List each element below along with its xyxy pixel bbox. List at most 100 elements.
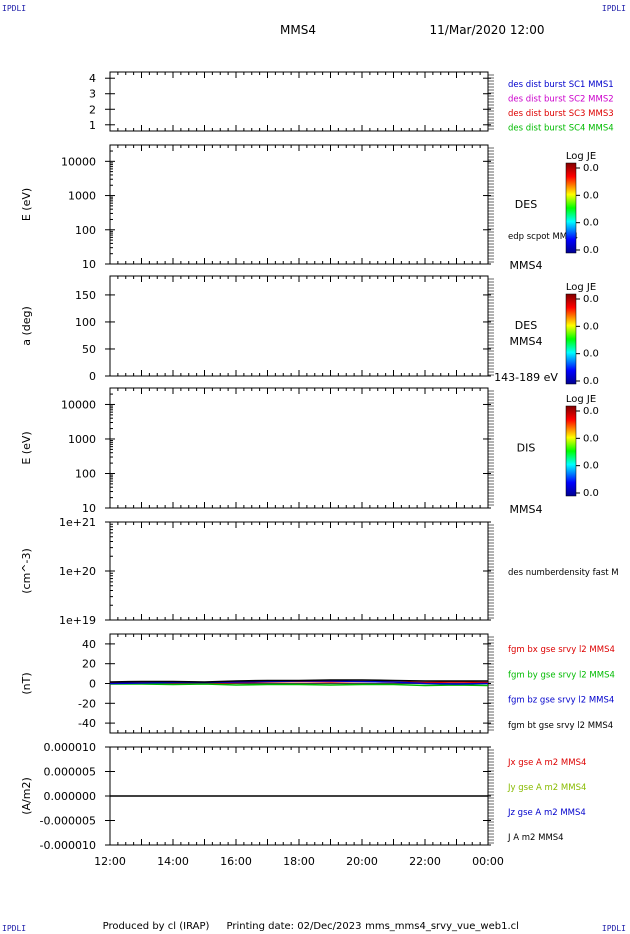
y-tick-label: 0 — [89, 678, 96, 691]
y-tick-label: 1e+19 — [59, 614, 96, 627]
colorbar-tick-label: 0.0 — [583, 349, 599, 360]
panel-frame — [109, 144, 489, 265]
y-tick-label: 150 — [75, 289, 96, 302]
instrument-label: DES — [515, 198, 537, 211]
y-tick-label: 1 — [89, 119, 96, 132]
corner-label-top-right: IPDLI — [601, 4, 626, 13]
y-tick-label: 0 — [89, 370, 96, 383]
y-tick-label: 2 — [89, 103, 96, 116]
y-tick-label: 0.000005 — [44, 766, 97, 779]
legend-entry: Jx gse A m2 MMS4 — [507, 758, 586, 768]
x-tick-label: 18:00 — [283, 855, 315, 868]
legend-entry: des dist burst SC3 MMS3 — [508, 109, 614, 119]
x-tick-label: 00:00 — [472, 855, 504, 868]
colorbar-tick-label: 0.0 — [583, 376, 599, 387]
legend-entry: des numberdensity fast M — [508, 568, 619, 578]
spacecraft-title: MMS4 — [280, 23, 316, 37]
y-tick-label: 20 — [82, 658, 96, 671]
colorbar-tick-label: 0.0 — [583, 163, 599, 174]
datetime-title: 11/Mar/2020 12:00 — [430, 23, 545, 37]
x-tick-label: 16:00 — [220, 855, 252, 868]
legend-entry: fgm bx gse srvy l2 MMS4 — [508, 645, 615, 655]
legend-entry: J A m2 MMS4 — [507, 833, 564, 843]
colorbar-tick-label: 0.0 — [583, 461, 599, 472]
colorbar-tick-label: 0.0 — [583, 294, 599, 305]
corner-label-bottom-left: IPDLI — [2, 924, 27, 933]
y-tick-label: 10000 — [61, 398, 96, 411]
bottom-note: MMS4 — [510, 259, 543, 272]
legend-entry: des dist burst SC4 MMS4 — [508, 124, 614, 134]
x-tick-label: 22:00 — [409, 855, 441, 868]
y-tick-label: 100 — [75, 224, 96, 237]
bottom-note: 143-189 eV — [494, 371, 558, 384]
colorbar-title: Log JE — [566, 394, 596, 405]
y-tick-label: 4 — [89, 72, 96, 85]
instrument-label: DIS — [517, 442, 536, 455]
colorbar-title: Log JE — [566, 151, 596, 162]
corner-label-top-left: IPDLI — [2, 4, 27, 13]
right-note: MMS4 — [510, 335, 543, 348]
legend-entry: des dist burst SC2 MMS2 — [508, 95, 614, 105]
panel-frame — [109, 71, 489, 132]
y-tick-label: 10 — [82, 258, 96, 271]
colorbar — [565, 162, 577, 254]
colorbar-tick-label: 0.0 — [583, 406, 599, 417]
y-tick-label: -0.000005 — [40, 815, 96, 828]
y-tick-label: 100 — [75, 467, 96, 480]
x-tick-label: 12:00 — [94, 855, 126, 868]
y-tick-label: 1000 — [68, 433, 96, 446]
colorbar — [565, 293, 577, 385]
panel-2: 10000 1000 100 10 E (eV) DES edp scpot MMS4 MMS… — [20, 144, 599, 272]
panel-frame — [109, 521, 489, 621]
colorbar-tick-label: 0.0 — [583, 321, 599, 332]
y-tick-label: 1e+21 — [59, 516, 96, 529]
panel-7: 0.000010 0.000005 0.000000 -0.000005 -0.0000… — [20, 741, 586, 868]
colorbar-title: Log JE — [566, 282, 596, 293]
y-axis-label: (cm^-3) — [20, 548, 33, 594]
x-tick-label: 14:00 — [157, 855, 189, 868]
bottom-note: MMS4 — [510, 503, 543, 516]
legend-entry: Jz gse A m2 MMS4 — [507, 808, 586, 818]
y-tick-label: 0.000010 — [44, 741, 97, 754]
y-axis-label: E (eV) — [20, 188, 33, 221]
footer-produced-by: Produced by cl (IRAP) — [103, 921, 210, 932]
y-tick-label: -0.000010 — [40, 839, 96, 852]
y-tick-label: -20 — [78, 697, 96, 710]
footer-printing-date: Printing date: 02/Dec/2023 — [226, 921, 361, 932]
y-tick-label: 10 — [82, 502, 96, 515]
y-tick-label: 3 — [89, 88, 96, 101]
y-tick-label: 0.000000 — [44, 790, 97, 803]
panel-frame — [109, 387, 489, 509]
colorbar-tick-label: 0.0 — [583, 218, 599, 229]
colorbar-tick-label: 0.0 — [583, 488, 599, 499]
colorbar-tick-label: 0.0 — [583, 245, 599, 256]
panel-5: 1e+21 1e+20 1e+19 (cm^-3) des numberdensity … — [20, 516, 619, 627]
legend-entry: des dist burst SC1 MMS1 — [508, 80, 614, 90]
panel-frame — [109, 275, 489, 377]
y-tick-label: 40 — [82, 638, 96, 651]
y-tick-label: 1000 — [68, 190, 96, 203]
legend-entry: fgm bt gse srvy l2 MMS4 — [508, 721, 613, 731]
y-axis-label: (A/m2) — [20, 777, 33, 815]
y-tick-label: 1e+20 — [59, 565, 96, 578]
y-tick-label: -40 — [78, 717, 96, 730]
right-note: edp scpot MMS4 — [508, 232, 578, 242]
colorbar-tick-label: 0.0 — [583, 433, 599, 444]
legend-entry: Jy gse A m2 MMS4 — [507, 783, 586, 793]
series-line — [109, 679, 488, 683]
y-axis-label: a (deg) — [20, 306, 33, 346]
corner-label-bottom-right: IPDLI — [601, 924, 626, 933]
colorbar-tick-label: 0.0 — [583, 190, 599, 201]
series-line — [110, 683, 489, 687]
y-axis-label: (nT) — [20, 672, 33, 694]
legend-entry: fgm by gse srvy l2 MMS4 — [508, 670, 615, 680]
instrument-label: DES — [515, 319, 537, 332]
y-axis-label: E (eV) — [20, 431, 33, 464]
colorbar — [565, 405, 577, 497]
panel-6: 40 20 0 -20 -40 (nT) fgm bx gse srvy l2 MMS4 fg… — [20, 633, 615, 734]
x-tick-label: 20:00 — [346, 855, 378, 868]
legend-entry: fgm bz gse srvy l2 MMS4 — [508, 696, 614, 706]
